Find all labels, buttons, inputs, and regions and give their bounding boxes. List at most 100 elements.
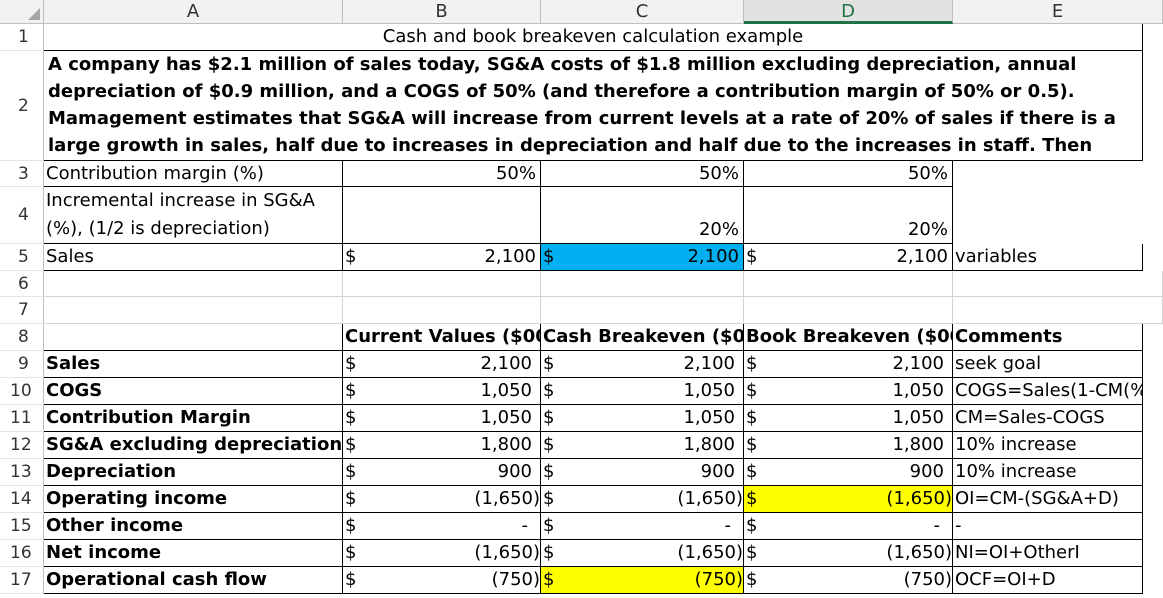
row-header-10[interactable]: 10 bbox=[0, 378, 44, 405]
table-row-label[interactable]: Depreciation bbox=[44, 459, 343, 486]
row-header-2[interactable]: 2 bbox=[0, 51, 44, 161]
table-header-a[interactable] bbox=[44, 324, 343, 351]
table-row-label[interactable]: COGS bbox=[44, 378, 343, 405]
table-cell-d[interactable]: $ (750) bbox=[744, 567, 953, 594]
row-header-17[interactable]: 17 bbox=[0, 567, 44, 594]
row-header-12[interactable]: 12 bbox=[0, 432, 44, 459]
sales-d-cell[interactable]: $2,100 bbox=[744, 244, 953, 271]
table-cell-d[interactable]: $ (1,650) bbox=[744, 486, 953, 513]
row-header-8[interactable]: 8 bbox=[0, 324, 44, 351]
table-cell-c[interactable]: $900 bbox=[541, 459, 744, 486]
title-cell[interactable]: Cash and book breakeven calculation exam… bbox=[44, 24, 1143, 51]
sga-label-cell[interactable]: Incremental increase in SG&A (%), (1/2 i… bbox=[44, 187, 343, 244]
select-all-corner[interactable] bbox=[0, 0, 44, 24]
row-header-16[interactable]: 16 bbox=[0, 540, 44, 567]
table-row-label[interactable]: Sales bbox=[44, 351, 343, 378]
table-cell-b[interactable]: $1,050 bbox=[343, 378, 541, 405]
row-header-13[interactable]: 13 bbox=[0, 459, 44, 486]
table-header-comments[interactable]: Comments bbox=[953, 324, 1143, 351]
row-header-14[interactable]: 14 bbox=[0, 486, 44, 513]
row-header-7[interactable]: 7 bbox=[0, 297, 44, 324]
table-cell-c[interactable]: $1,050 bbox=[541, 405, 744, 432]
table-row-comment[interactable]: COGS=Sales(1-CM(%)) bbox=[953, 378, 1143, 405]
table-row-label[interactable]: Net income bbox=[44, 540, 343, 567]
table-header-current[interactable]: Current Values ($000 bbox=[343, 324, 541, 351]
col-header-b[interactable]: B bbox=[343, 0, 541, 24]
table-row-comment[interactable]: seek goal bbox=[953, 351, 1143, 378]
row-header-3[interactable]: 3 bbox=[0, 161, 44, 187]
table-row-comment[interactable]: OCF=OI+D bbox=[953, 567, 1143, 594]
table-header-cash[interactable]: Cash Breakeven ($000 bbox=[541, 324, 744, 351]
sga-d-cell[interactable]: 20% bbox=[744, 187, 953, 244]
empty-cell[interactable] bbox=[44, 297, 343, 324]
empty-cell[interactable] bbox=[541, 297, 744, 324]
empty-cell[interactable] bbox=[953, 297, 1163, 324]
table-row-comment[interactable]: OI=CM-(SG&A+D) bbox=[953, 486, 1143, 513]
table-cell-d[interactable]: $1,050 bbox=[744, 405, 953, 432]
row-header-15[interactable]: 15 bbox=[0, 513, 44, 540]
col-header-c[interactable]: C bbox=[541, 0, 744, 24]
table-row-label[interactable]: Contribution Margin bbox=[44, 405, 343, 432]
dollar-sign: $ bbox=[543, 380, 555, 401]
table-row-label[interactable]: Operational cash flow bbox=[44, 567, 343, 594]
table-cell-b[interactable]: $2,100 bbox=[343, 351, 541, 378]
table-cell-c[interactable]: $ (750) bbox=[541, 567, 744, 594]
empty-cell[interactable] bbox=[744, 297, 953, 324]
row-header-11[interactable]: 11 bbox=[0, 405, 44, 432]
sales-c-cell[interactable]: $2,100 bbox=[541, 244, 744, 271]
table-cell-c[interactable]: $ - bbox=[541, 513, 744, 540]
table-header-book[interactable]: Book Breakeven ($000 bbox=[744, 324, 953, 351]
col-header-a[interactable]: A bbox=[44, 0, 343, 24]
sales-label-cell[interactable]: Sales bbox=[44, 244, 343, 271]
table-cell-c[interactable]: $ (1,650) bbox=[541, 540, 744, 567]
table-row-comment[interactable]: - bbox=[953, 513, 1143, 540]
table-cell-c[interactable]: $1,800 bbox=[541, 432, 744, 459]
table-cell-b[interactable]: $1,800 bbox=[343, 432, 541, 459]
col-header-d[interactable]: D bbox=[744, 0, 953, 24]
table-row-comment[interactable]: 10% increase bbox=[953, 459, 1143, 486]
table-row-comment[interactable]: 10% increase bbox=[953, 432, 1143, 459]
cm-label-cell[interactable]: Contribution margin (%) bbox=[44, 161, 343, 187]
cm-c-cell[interactable]: 50% bbox=[541, 161, 744, 187]
sales-b-cell[interactable]: $2,100 bbox=[343, 244, 541, 271]
table-row-label[interactable]: Other income bbox=[44, 513, 343, 540]
cm-b-cell[interactable]: 50% bbox=[343, 161, 541, 187]
table-cell-b[interactable]: $1,050 bbox=[343, 405, 541, 432]
table-cell-b[interactable]: $ - bbox=[343, 513, 541, 540]
table-cell-b[interactable]: $ (750) bbox=[343, 567, 541, 594]
table-cell-b[interactable]: $ (1,650) bbox=[343, 540, 541, 567]
row-header-4[interactable]: 4 bbox=[0, 187, 44, 244]
table-row-label[interactable]: SG&A excluding depreciation bbox=[44, 432, 343, 459]
table-cell-d[interactable]: $900 bbox=[744, 459, 953, 486]
empty-cell[interactable] bbox=[953, 271, 1163, 297]
row-header-6[interactable]: 6 bbox=[0, 271, 44, 297]
empty-cell[interactable] bbox=[744, 271, 953, 297]
sales-e-cell[interactable]: variables bbox=[953, 244, 1143, 271]
empty-cell[interactable] bbox=[541, 271, 744, 297]
table-row-comment[interactable]: NI=OI+OtherI bbox=[953, 540, 1143, 567]
table-cell-d[interactable]: $ - bbox=[744, 513, 953, 540]
table-row-comment[interactable]: CM=Sales-COGS bbox=[953, 405, 1143, 432]
table-cell-d[interactable]: $2,100 bbox=[744, 351, 953, 378]
table-cell-d[interactable]: $1,050 bbox=[744, 378, 953, 405]
table-row-label[interactable]: Operating income bbox=[44, 486, 343, 513]
description-cell[interactable]: A company has $2.1 million of sales toda… bbox=[44, 51, 1143, 161]
empty-cell[interactable] bbox=[343, 271, 541, 297]
col-header-e[interactable]: E bbox=[953, 0, 1163, 24]
table-cell-d[interactable]: $1,800 bbox=[744, 432, 953, 459]
table-cell-b[interactable]: $ (1,650) bbox=[343, 486, 541, 513]
row-header-9[interactable]: 9 bbox=[0, 351, 44, 378]
table-cell-c[interactable]: $ (1,650) bbox=[541, 486, 744, 513]
table-cell-b[interactable]: $900 bbox=[343, 459, 541, 486]
row-header-5[interactable]: 5 bbox=[0, 244, 44, 271]
empty-cell[interactable] bbox=[44, 271, 343, 297]
cm-d-cell[interactable]: 50% bbox=[744, 161, 953, 187]
sga-c-cell[interactable]: 20% bbox=[541, 187, 744, 244]
table-cell-d[interactable]: $ (1,650) bbox=[744, 540, 953, 567]
sales-c-value: 2,100 bbox=[687, 246, 739, 267]
sga-b-cell[interactable] bbox=[343, 187, 541, 244]
empty-cell[interactable] bbox=[343, 297, 541, 324]
table-cell-c[interactable]: $2,100 bbox=[541, 351, 744, 378]
row-header-1[interactable]: 1 bbox=[0, 24, 44, 51]
table-cell-c[interactable]: $1,050 bbox=[541, 378, 744, 405]
